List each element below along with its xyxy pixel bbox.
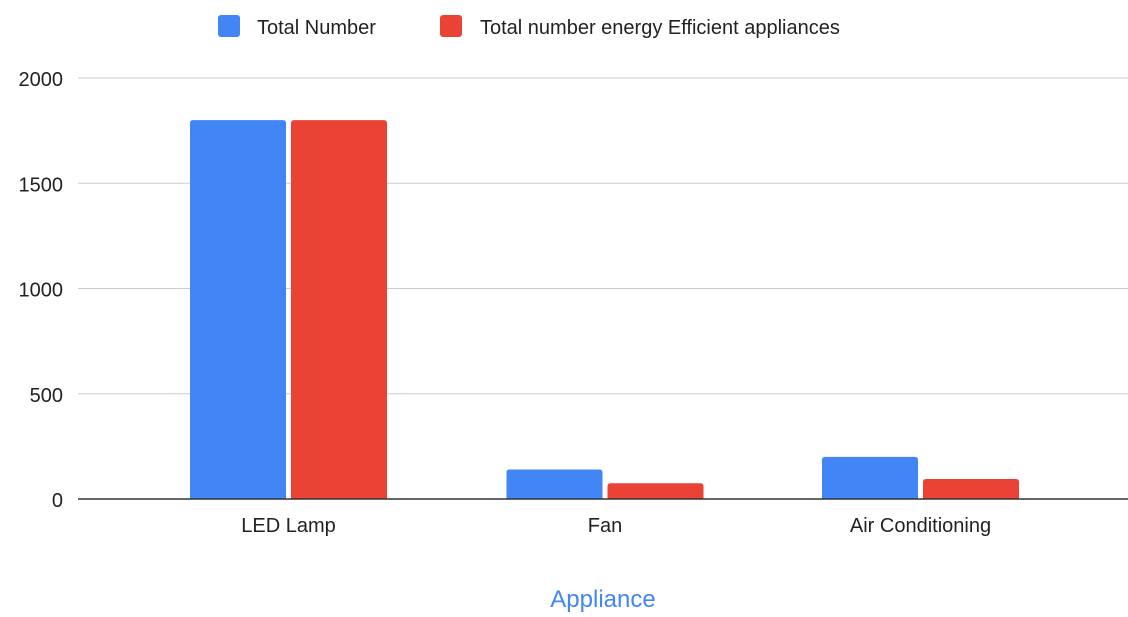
legend-swatch-total-number-energy-efficient-appliances[interactable] <box>440 15 462 37</box>
bar-total-number-led-lamp[interactable] <box>190 120 286 499</box>
y-tick-label: 1000 <box>19 280 64 302</box>
x-tick-label: Fan <box>588 515 622 537</box>
legend-label-total-number[interactable]: Total Number <box>257 17 376 39</box>
y-tick-label: 2000 <box>19 69 64 91</box>
x-axis-title: Appliance <box>550 586 655 612</box>
bar-total-number-air-conditioning[interactable] <box>822 456 918 499</box>
x-axis-tick-labels: LED Lamp Fan Air Conditioning <box>241 515 991 537</box>
y-tick-label: 0 <box>52 490 63 512</box>
y-tick-label: 1500 <box>19 174 64 196</box>
y-axis-tick-labels: 0 500 1000 1500 2000 <box>19 69 64 512</box>
legend[interactable]: Total Number Total number energy Efficien… <box>218 15 840 39</box>
bar-total-number-energy-efficient-appliances-fan[interactable] <box>607 483 704 499</box>
bar-total-number-energy-efficient-appliances-air-conditioning[interactable] <box>923 479 1019 499</box>
x-tick-label: LED Lamp <box>241 515 336 537</box>
bar-total-number-energy-efficient-appliances-led-lamp[interactable] <box>291 120 387 499</box>
bar-total-number-fan[interactable] <box>506 469 603 499</box>
legend-swatch-total-number[interactable] <box>218 15 240 37</box>
legend-label-total-number-energy-efficient-appliances[interactable]: Total number energy Efficient appliances <box>480 17 840 39</box>
bars <box>190 120 1019 499</box>
y-tick-label: 500 <box>30 385 63 407</box>
x-tick-label: Air Conditioning <box>850 515 991 537</box>
